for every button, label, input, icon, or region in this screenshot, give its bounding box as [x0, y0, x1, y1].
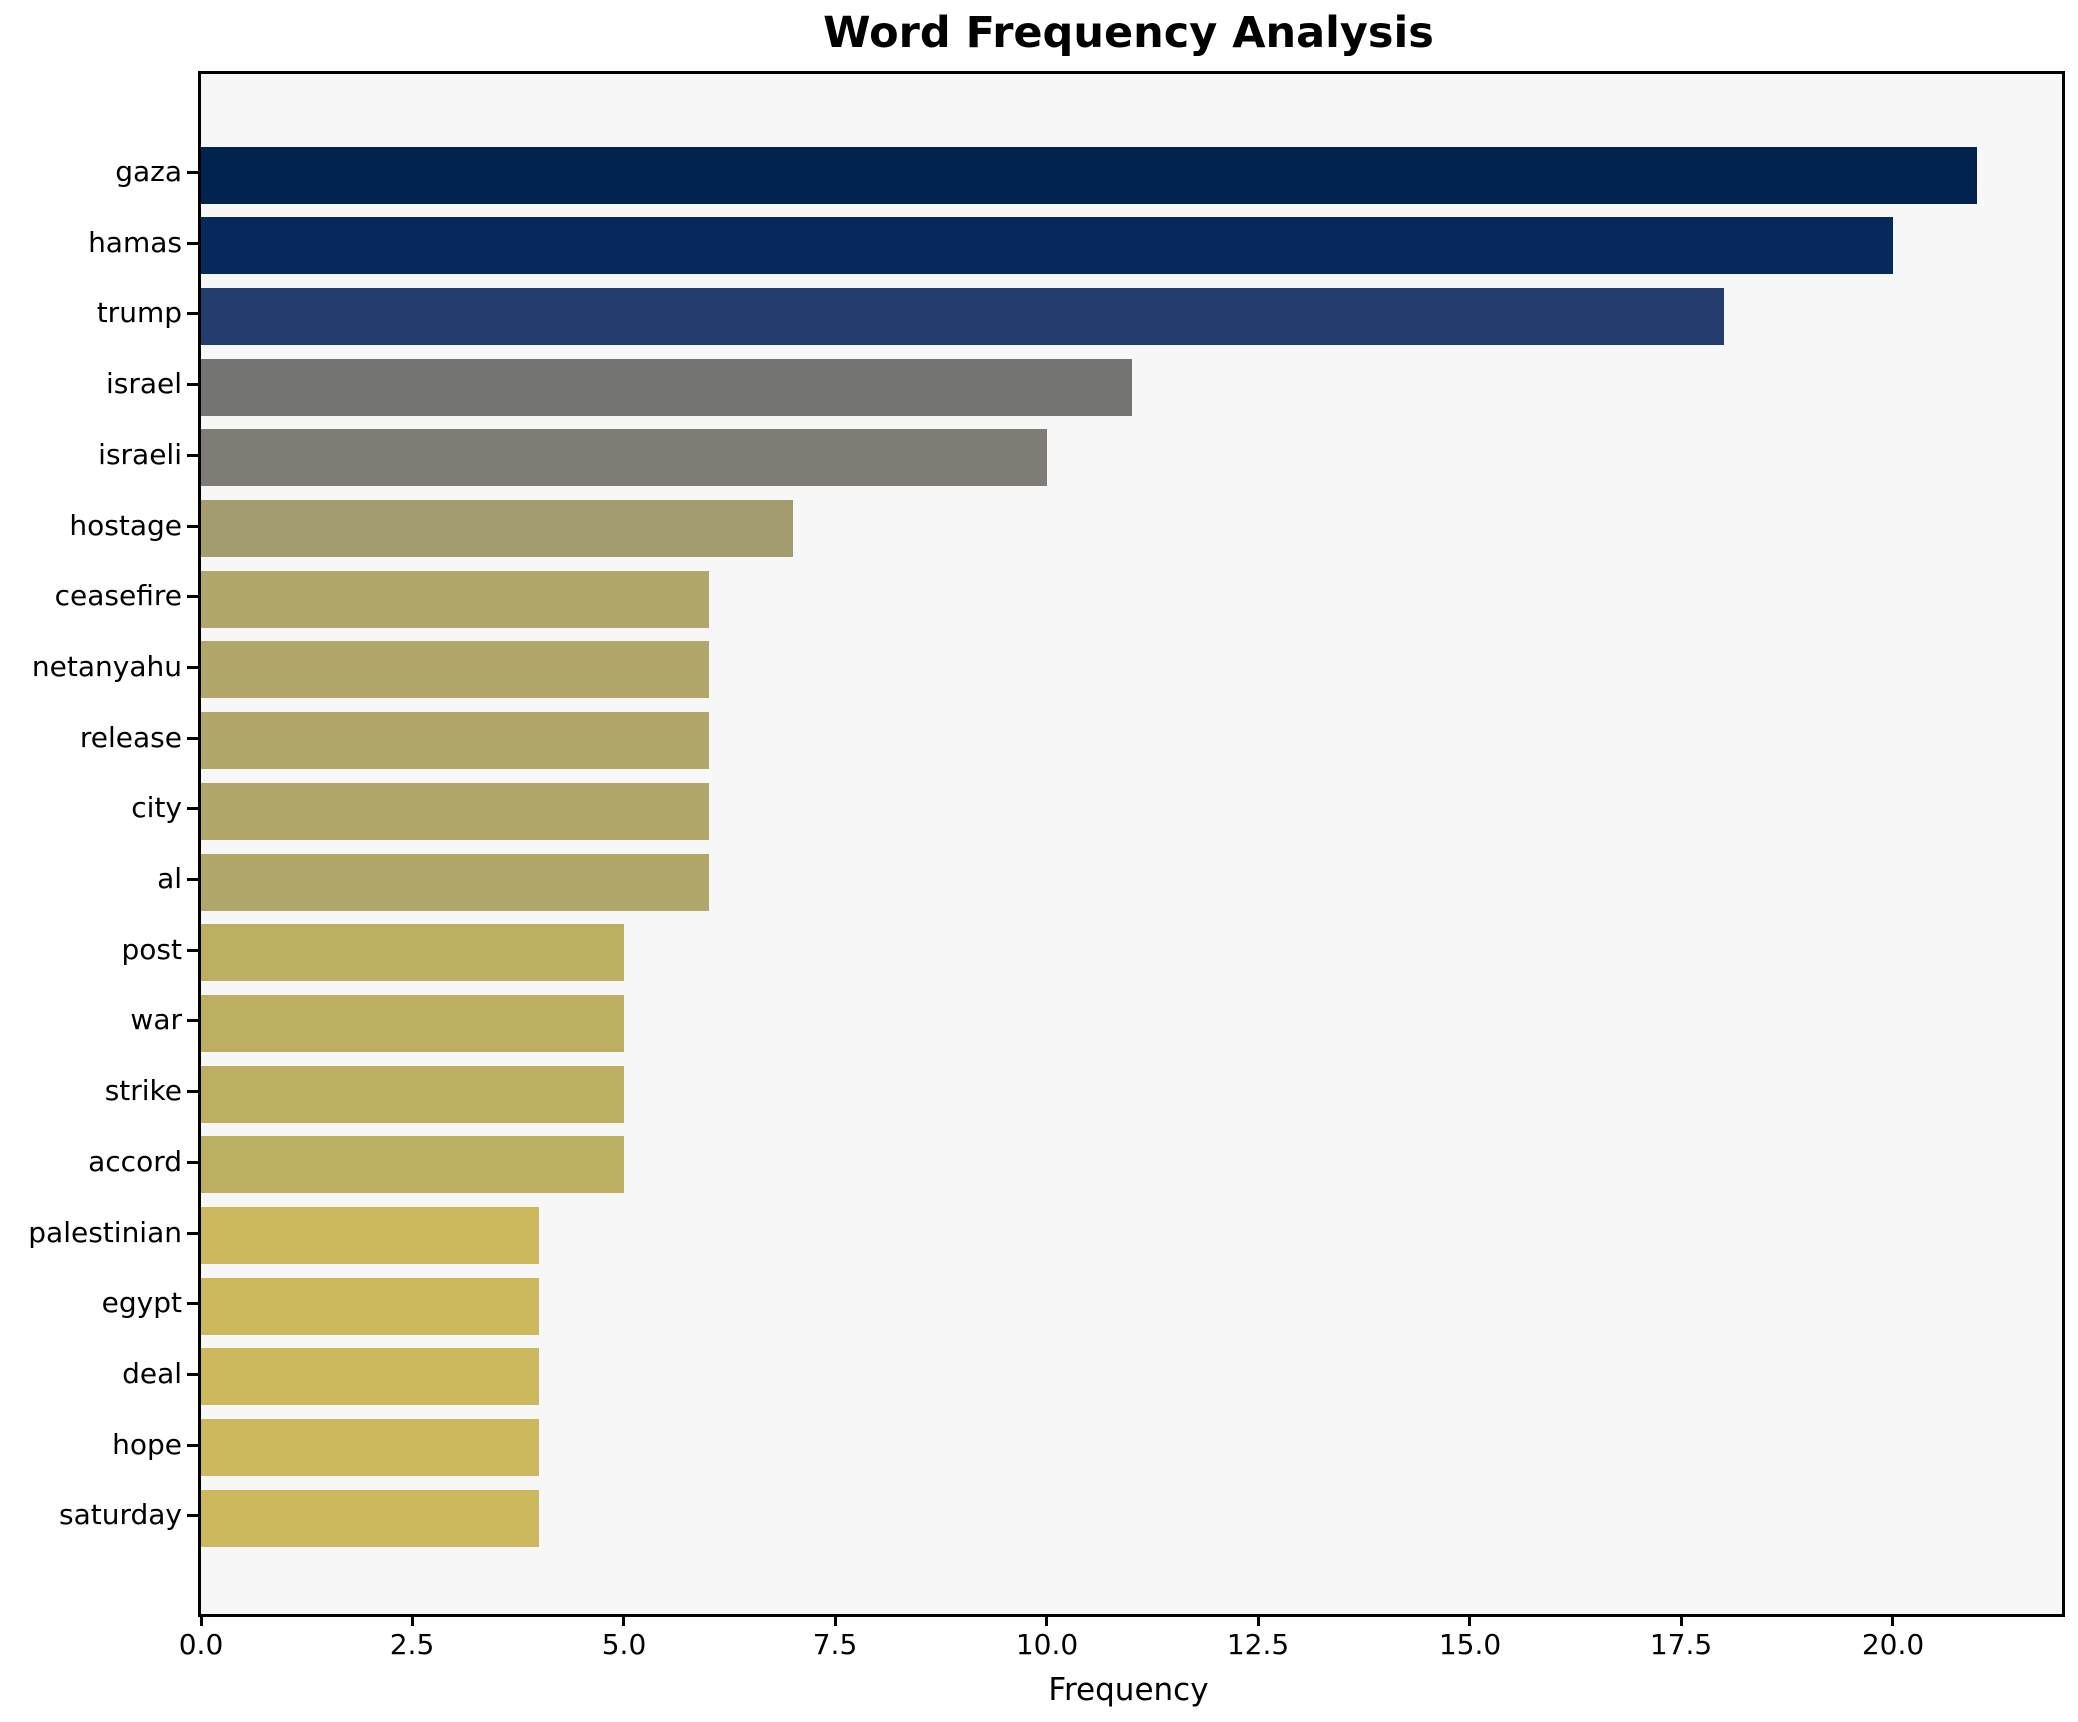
bar-israel [201, 359, 1132, 416]
y-tick-label-saturday: saturday [59, 1498, 182, 1531]
x-tick-label-0.0: 0.0 [178, 1628, 224, 1661]
x-tick-label-2.5: 2.5 [389, 1628, 435, 1661]
x-tick-mark [834, 1614, 837, 1626]
x-tick-mark [622, 1614, 625, 1626]
x-tick-mark [1680, 1614, 1683, 1626]
y-tick-label-war: war [130, 1003, 182, 1036]
x-tick-label-15.0: 15.0 [1438, 1628, 1502, 1661]
y-tick-label-accord: accord [88, 1145, 182, 1178]
bar-hamas [201, 217, 1893, 274]
bar-gaza [201, 147, 1977, 204]
bar-war [201, 995, 624, 1052]
x-tick-label-12.5: 12.5 [1226, 1628, 1290, 1661]
y-tick-label-ceasefire: ceasefire [54, 579, 182, 612]
y-tick-mark [187, 666, 198, 669]
x-tick-mark [1468, 1614, 1471, 1626]
y-tick-mark [187, 949, 198, 952]
y-tick-mark [187, 1514, 198, 1517]
bar-egypt [201, 1278, 539, 1335]
bar-deal [201, 1348, 539, 1405]
y-tick-label-palestinian: palestinian [28, 1216, 182, 1249]
bar-hostage [201, 500, 793, 557]
y-tick-mark [187, 1090, 198, 1093]
y-tick-mark [187, 1019, 198, 1022]
y-tick-label-post: post [121, 933, 182, 966]
bar-israeli [201, 429, 1047, 486]
bar-al [201, 854, 709, 911]
x-tick-mark [1045, 1614, 1048, 1626]
bar-strike [201, 1066, 624, 1123]
y-tick-label-netanyahu: netanyahu [31, 650, 182, 683]
y-tick-mark [187, 1444, 198, 1447]
bar-palestinian [201, 1207, 539, 1264]
x-tick-mark [1257, 1614, 1260, 1626]
y-tick-mark [187, 737, 198, 740]
y-tick-label-gaza: gaza [115, 155, 182, 188]
x-tick-mark [411, 1614, 414, 1626]
bar-post [201, 924, 624, 981]
y-tick-mark [187, 383, 198, 386]
y-tick-mark [187, 1232, 198, 1235]
y-tick-label-hostage: hostage [69, 509, 182, 542]
y-tick-mark [187, 1373, 198, 1376]
y-tick-label-hope: hope [112, 1428, 182, 1461]
bar-release [201, 712, 709, 769]
y-tick-mark [187, 595, 198, 598]
y-tick-label-city: city [131, 791, 182, 824]
y-tick-label-release: release [79, 721, 182, 754]
x-tick-label-7.5: 7.5 [812, 1628, 858, 1661]
x-tick-mark [200, 1614, 203, 1626]
y-tick-label-egypt: egypt [101, 1286, 182, 1319]
bar-saturday [201, 1490, 539, 1547]
x-axis-label: Frequency [1048, 1672, 1209, 1708]
y-tick-mark [187, 525, 198, 528]
x-tick-mark [1891, 1614, 1894, 1626]
x-tick-label-10.0: 10.0 [1015, 1628, 1079, 1661]
y-tick-label-trump: trump [96, 296, 182, 329]
y-tick-mark [187, 171, 198, 174]
bar-city [201, 783, 709, 840]
chart-title: Word Frequency Analysis [823, 8, 1434, 58]
y-tick-label-strike: strike [104, 1074, 182, 1107]
y-tick-mark [187, 242, 198, 245]
y-tick-label-israel: israel [105, 367, 182, 400]
y-tick-mark [187, 454, 198, 457]
bar-hope [201, 1419, 539, 1476]
y-tick-label-deal: deal [122, 1357, 182, 1390]
y-tick-mark [187, 1161, 198, 1164]
bar-ceasefire [201, 571, 709, 628]
y-tick-mark [187, 807, 198, 810]
plot-area [198, 71, 2065, 1617]
x-tick-label-5.0: 5.0 [601, 1628, 647, 1661]
y-tick-label-israeli: israeli [98, 438, 182, 471]
y-tick-label-al: al [157, 862, 182, 895]
y-tick-mark [187, 312, 198, 315]
y-tick-mark [187, 878, 198, 881]
bar-netanyahu [201, 641, 709, 698]
bar-accord [201, 1136, 624, 1193]
x-tick-label-17.5: 17.5 [1649, 1628, 1713, 1661]
x-tick-label-20.0: 20.0 [1861, 1628, 1925, 1661]
y-tick-mark [187, 1302, 198, 1305]
bar-trump [201, 288, 1724, 345]
y-tick-label-hamas: hamas [88, 226, 182, 259]
